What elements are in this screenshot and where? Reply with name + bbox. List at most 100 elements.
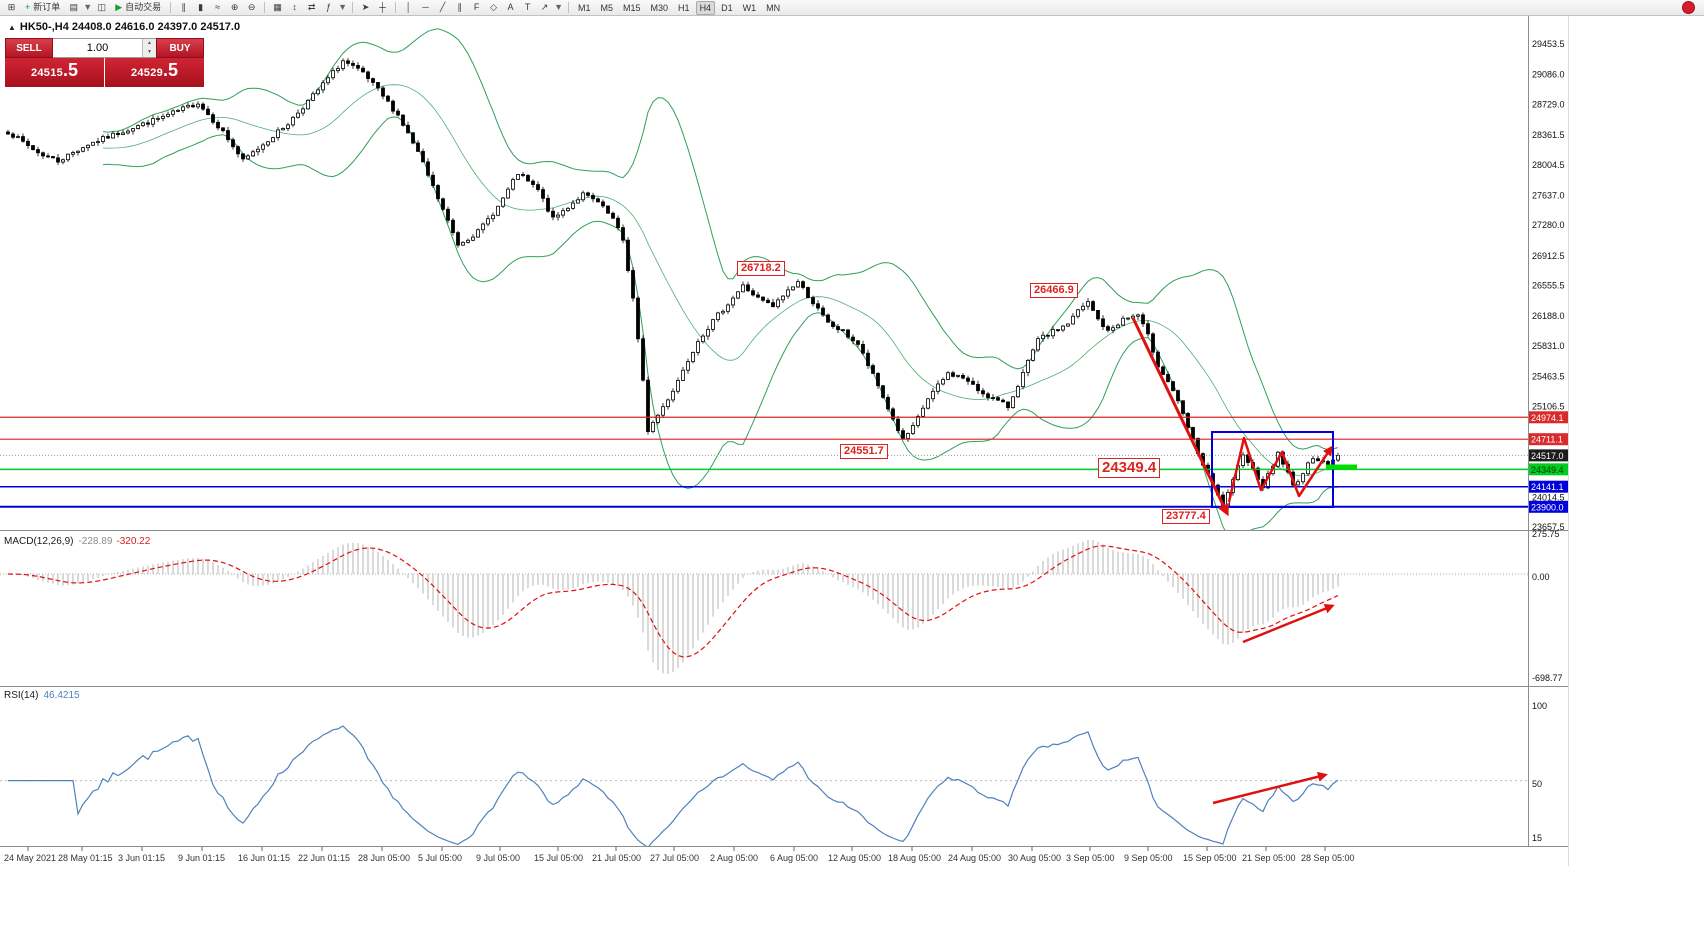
profiles-icon[interactable]: ▤	[66, 1, 81, 14]
toolbar-separator	[170, 2, 172, 13]
autotrade-button: ▶	[115, 2, 123, 12]
cursor-icon[interactable]: ➤	[358, 1, 373, 14]
bar-chart-icon[interactable]: ∥	[176, 1, 191, 14]
vertical-line-icon[interactable]: │	[401, 1, 416, 14]
timeframe-h4[interactable]: H4	[695, 0, 716, 15]
buy-price[interactable]: 24529.5	[105, 58, 204, 87]
svg-text:24 May 2021: 24 May 2021	[4, 853, 56, 863]
svg-text:12 Aug 05:00: 12 Aug 05:00	[828, 853, 881, 863]
price-annotation[interactable]: 24349.4	[1098, 458, 1161, 478]
timeframe-h1[interactable]: H1	[678, 2, 690, 13]
timeframe-d1[interactable]: D1	[721, 2, 733, 13]
svg-text:2 Aug 05:00: 2 Aug 05:00	[710, 853, 758, 863]
svg-text:24711.1: 24711.1	[1531, 435, 1563, 445]
svg-text:-698.77: -698.77	[1532, 673, 1563, 683]
candlestick-chart-icon[interactable]: ▮	[193, 1, 208, 14]
svg-text:24349.4: 24349.4	[1531, 465, 1564, 475]
line-chart-icon[interactable]: ≈	[210, 1, 225, 14]
shapes-icon[interactable]: ◇	[486, 1, 501, 14]
vertical-line-icon: │	[405, 2, 412, 12]
indicators-icon: ƒ	[326, 2, 332, 12]
rsi-label: RSI(14) 46.4215	[4, 690, 80, 701]
timeframe-w1[interactable]: W1	[742, 2, 757, 13]
autotrade-button-label: 自动交易	[125, 2, 162, 12]
svg-text:24141.1: 24141.1	[1531, 482, 1564, 492]
sell-button[interactable]: SELL	[5, 38, 53, 58]
charts-grid-icon: ◫	[97, 2, 106, 12]
timeframe-m30[interactable]: M30	[650, 2, 669, 13]
indicators-dropdown-icon: ▼	[338, 2, 348, 12]
horizontal-line-icon: ─	[422, 2, 429, 12]
toolbar-separator	[395, 2, 397, 13]
timeframe-m15[interactable]: M15	[623, 2, 641, 13]
equidistant-channel-icon[interactable]: ∥	[452, 1, 467, 14]
chart-shift-icon[interactable]: ⇄	[304, 1, 319, 14]
macd-label: MACD(12,26,9) -228.89 -320.22	[4, 536, 151, 547]
svg-text:5 Jul 05:00: 5 Jul 05:00	[418, 853, 462, 863]
svg-text:25463.5: 25463.5	[1532, 372, 1565, 382]
fibonacci-icon: F	[473, 2, 480, 12]
profiles-icon: ▤	[69, 2, 79, 12]
objects-dropdown-icon[interactable]: ▼	[554, 1, 563, 14]
autotrade-button[interactable]: ▶ 自动交易	[111, 1, 165, 14]
collapse-triangle-icon[interactable]: ▲	[8, 23, 16, 32]
svg-text:15: 15	[1532, 833, 1542, 843]
price-annotation[interactable]: 26466.9	[1030, 283, 1078, 298]
alert-icon[interactable]	[1682, 1, 1695, 14]
svg-text:15 Jul 05:00: 15 Jul 05:00	[534, 853, 583, 863]
symbol-ohlc-text: HK50-,H4 24408.0 24616.0 24397.0 24517.0	[19, 21, 241, 33]
arrow-object-icon[interactable]: ↗	[537, 1, 552, 14]
zoom-out-icon: ⊖	[247, 2, 256, 12]
text-icon[interactable]: A	[503, 1, 518, 14]
timeframe-m5[interactable]: M5	[600, 2, 614, 13]
volume-up-icon[interactable]: ▲	[143, 39, 156, 48]
text-label-icon[interactable]: T	[520, 1, 535, 14]
charts-grid-icon[interactable]: ◫	[94, 1, 109, 14]
timeframe-mn[interactable]: MN	[766, 2, 781, 13]
trendline-icon[interactable]: ╱	[435, 1, 450, 14]
crosshair-icon: ┼	[379, 2, 386, 12]
indicators-icon[interactable]: ƒ	[321, 1, 336, 14]
toolbar-separator	[352, 2, 354, 13]
svg-text:24517.0: 24517.0	[1531, 451, 1564, 461]
chart-window-icon[interactable]: ⊞	[4, 1, 19, 14]
timeframe-m1[interactable]: M1	[577, 2, 591, 13]
autoscroll-icon[interactable]: ↕	[287, 1, 302, 14]
new-order-button[interactable]: + 新订单	[21, 1, 64, 14]
tile-windows-icon[interactable]: ▦	[270, 1, 285, 14]
zoom-in-icon[interactable]: ⊕	[227, 1, 242, 14]
volume-input[interactable]	[53, 39, 142, 57]
line-chart-icon: ≈	[215, 2, 221, 12]
fibonacci-icon[interactable]: F	[469, 1, 484, 14]
autoscroll-icon: ↕	[292, 2, 297, 12]
svg-text:28 Sep 05:00: 28 Sep 05:00	[1301, 853, 1355, 863]
svg-text:29086.0: 29086.0	[1532, 70, 1565, 80]
svg-text:28004.5: 28004.5	[1532, 160, 1565, 170]
svg-text:27280.0: 27280.0	[1532, 220, 1565, 230]
svg-text:21 Sep 05:00: 21 Sep 05:00	[1242, 853, 1296, 863]
objects-dropdown-icon: ▼	[554, 2, 563, 12]
candlestick-chart-icon: ▮	[198, 2, 204, 12]
zoom-out-icon[interactable]: ⊖	[244, 1, 259, 14]
text-icon: A	[507, 2, 514, 12]
sell-price[interactable]: 24515.5	[5, 58, 104, 87]
svg-text:18 Aug 05:00: 18 Aug 05:00	[888, 853, 941, 863]
profiles-dropdown-icon[interactable]: ▼	[83, 1, 92, 14]
toolbar: ⊞ + 新订单 ▤ ▼ ◫ ▶ 自动交易 ∥ ▮ ≈ ⊕ ⊖ ▦ ↕ ⇄ ƒ ▼ ➤ ┼ │ ─ ╱ ∥ F ◇ A T ↗ ▼ M1 M5 M…	[0, 0, 1704, 16]
price-annotation[interactable]: 26718.2	[737, 261, 785, 276]
price-annotation[interactable]: 23777.4	[1162, 509, 1210, 524]
indicators-dropdown-icon[interactable]: ▼	[338, 1, 347, 14]
buy-button[interactable]: BUY	[156, 38, 204, 58]
horizontal-line-icon[interactable]: ─	[418, 1, 433, 14]
trendline-icon: ╱	[439, 2, 446, 12]
crosshair-icon[interactable]: ┼	[375, 1, 390, 14]
equidistant-channel-icon: ∥	[457, 2, 462, 12]
toolbar-right	[1682, 1, 1701, 14]
volume-stepper: ▲ ▼	[53, 38, 156, 58]
new-order-button-label: 新订单	[33, 2, 61, 12]
price-annotation[interactable]: 24551.7	[840, 444, 888, 459]
volume-down-icon[interactable]: ▼	[143, 48, 156, 57]
svg-text:21 Jul 05:00: 21 Jul 05:00	[592, 853, 641, 863]
